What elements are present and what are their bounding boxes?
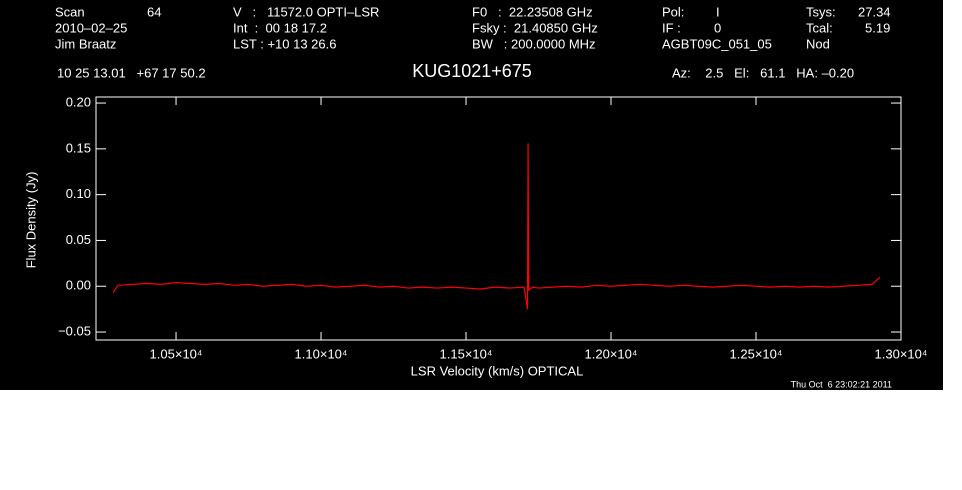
header-value: LST : +10 13 26.6 [233,36,336,51]
header-value: F0 : 22.23508 GHz [472,4,593,19]
y-tick-label: 0.10 [66,186,91,201]
y-tick-label: 0.05 [66,232,91,247]
header-label: IF : [662,20,681,35]
header-label: Pol: [662,4,684,19]
header-value: BW : 200.0000 MHz [472,36,596,51]
header-value: Int : 00 18 17.2 [233,20,327,35]
header-value: I [716,4,720,19]
x-tick-label: 1.15×10⁴ [440,346,493,361]
header-label: Tsys: [806,4,836,19]
header-value: 2010–02–25 [55,20,127,35]
header-value: Nod [806,36,830,51]
spectrum-line [112,143,881,310]
y-tick-label: 0.15 [66,140,91,155]
y-axis-label: Flux Density (Jy) [23,172,38,269]
header-label: Tcal: [806,20,833,35]
coordinates: 10 25 13.01 +67 17 50.2 [57,65,206,80]
x-tick-label: 1.05×10⁴ [150,346,203,361]
pointing: Az: 2.5 El: 61.1 HA: –0.20 [672,65,854,80]
chart-title: KUG1021+675 [412,61,532,81]
x-axis-label: LSR Velocity (km/s) OPTICAL [411,363,584,378]
header-value: AGBT09C_051_05 [662,36,772,51]
header-value: V : 11572.0 OPTI–LSR [233,4,379,19]
y-tick-label: −0.05 [58,323,91,338]
header-value: Jim Braatz [55,36,116,51]
header-label: Scan [55,4,85,19]
x-tick-label: 1.20×10⁴ [585,346,638,361]
header-value: Fsky : 21.40850 GHz [472,20,598,35]
x-tick-label: 1.25×10⁴ [730,346,783,361]
x-tick-label: 1.30×10⁴ [875,346,928,361]
y-tick-label: 0.20 [66,94,91,109]
header-value: 27.34 [858,4,891,19]
header-value: 0 [714,20,721,35]
timestamp: Thu Oct 6 23:02:21 2011 [791,379,892,389]
plot-frame [95,96,902,341]
header-value: 64 [147,4,161,19]
y-tick-label: 0.00 [66,278,91,293]
header-value: 5.19 [865,20,890,35]
x-tick-label: 1.10×10⁴ [295,346,348,361]
background [0,0,943,390]
